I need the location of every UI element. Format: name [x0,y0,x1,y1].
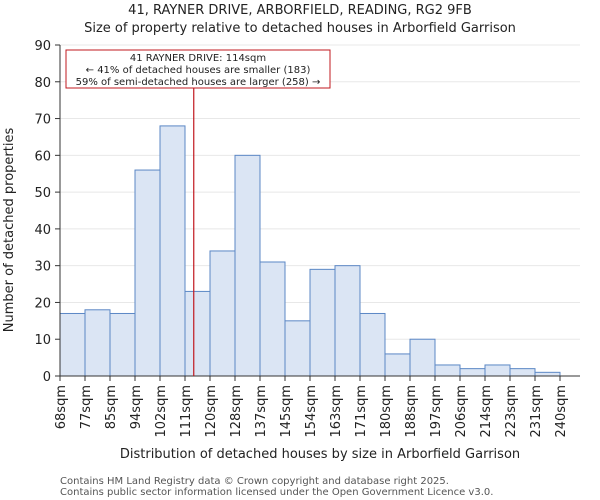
bar-128sqm [234,154,261,377]
annotation-line3: 59% of semi-detached houses are larger (… [76,77,321,88]
x-tick-label-111sqm: 111sqm [179,385,194,438]
annotation-line1: 41 RAYNER DRIVE: 114sqm [130,53,266,64]
x-axis-label: Distribution of detached houses by size … [120,447,520,462]
bar-214sqm [484,364,511,377]
x-tick-label-206sqm: 206sqm [454,385,469,438]
bar-120sqm [209,250,236,377]
bar-171sqm [359,312,386,377]
x-tick-label-77sqm: 77sqm [79,385,94,429]
y-tick-label: 60 [34,149,51,164]
bar-94sqm [134,169,161,377]
x-tick-label-188sqm: 188sqm [404,385,419,438]
y-tick-label: 90 [34,39,51,54]
x-tick-label-163sqm: 163sqm [329,385,344,438]
x-tick-label-94sqm: 94sqm [129,385,144,429]
x-tick-label-240sqm: 240sqm [554,385,569,438]
y-tick-label: 0 [43,370,51,385]
bar-85sqm [109,312,136,377]
y-tick-label: 50 [34,186,51,201]
bar-77sqm [84,309,111,377]
bar-223sqm [509,368,536,377]
y-tick-label: 70 [34,113,51,128]
chart-title-line1: 41, RAYNER DRIVE, ARBORFIELD, READING, R… [128,3,472,18]
bar-197sqm [434,364,461,377]
bar-188sqm [409,338,436,377]
bar-231sqm [534,371,561,377]
bar-137sqm [259,261,286,377]
annotation-box [65,49,331,89]
bar-68sqm [59,312,86,377]
x-tick-label-85sqm: 85sqm [104,385,119,429]
x-axis-ticks: 68sqm 77sqm 85sqm 94sqm 102sqm 111sqm 120sqm 12… [54,376,569,438]
footer-line1: Contains HM Land Registry data © Crown c… [60,476,449,487]
x-tick-label-180sqm: 180sqm [379,385,394,438]
y-axis-ticks: 0 10 20 30 40 50 60 70 80 90 [34,39,60,385]
bar-180sqm [384,353,411,377]
x-tick-label-120sqm: 120sqm [204,385,219,438]
bar-163sqm [334,265,361,377]
y-axis-label: Number of detached properties [2,128,17,333]
x-tick-label-197sqm: 197sqm [429,385,444,438]
x-tick-label-68sqm: 68sqm [54,385,69,429]
bars [59,125,561,377]
y-tick-label: 30 [34,260,51,275]
bar-111sqm [184,290,211,377]
bar-206sqm [459,368,486,377]
y-tick-label: 80 [34,76,51,91]
x-tick-label-214sqm: 214sqm [479,385,494,438]
x-tick-label-128sqm: 128sqm [229,385,244,438]
chart-title-line2: Size of property relative to detached ho… [84,21,516,36]
y-tick-label: 10 [34,333,51,348]
x-tick-label-171sqm: 171sqm [354,385,369,438]
bar-145sqm [284,320,311,377]
y-tick-label: 40 [34,223,51,238]
y-tick-label: 20 [34,296,51,311]
x-tick-label-145sqm: 145sqm [279,385,294,438]
x-tick-label-223sqm: 223sqm [504,385,519,438]
x-tick-label-137sqm: 137sqm [254,385,269,438]
bar-154sqm [309,268,336,377]
x-tick-label-231sqm: 231sqm [529,385,544,438]
x-tick-label-154sqm: 154sqm [304,385,319,438]
footer-line2: Contains public sector information licen… [60,487,493,498]
annotation-line2: ← 41% of detached houses are smaller (18… [86,65,311,76]
bar-102sqm [159,125,186,377]
x-tick-label-102sqm: 102sqm [154,385,169,438]
